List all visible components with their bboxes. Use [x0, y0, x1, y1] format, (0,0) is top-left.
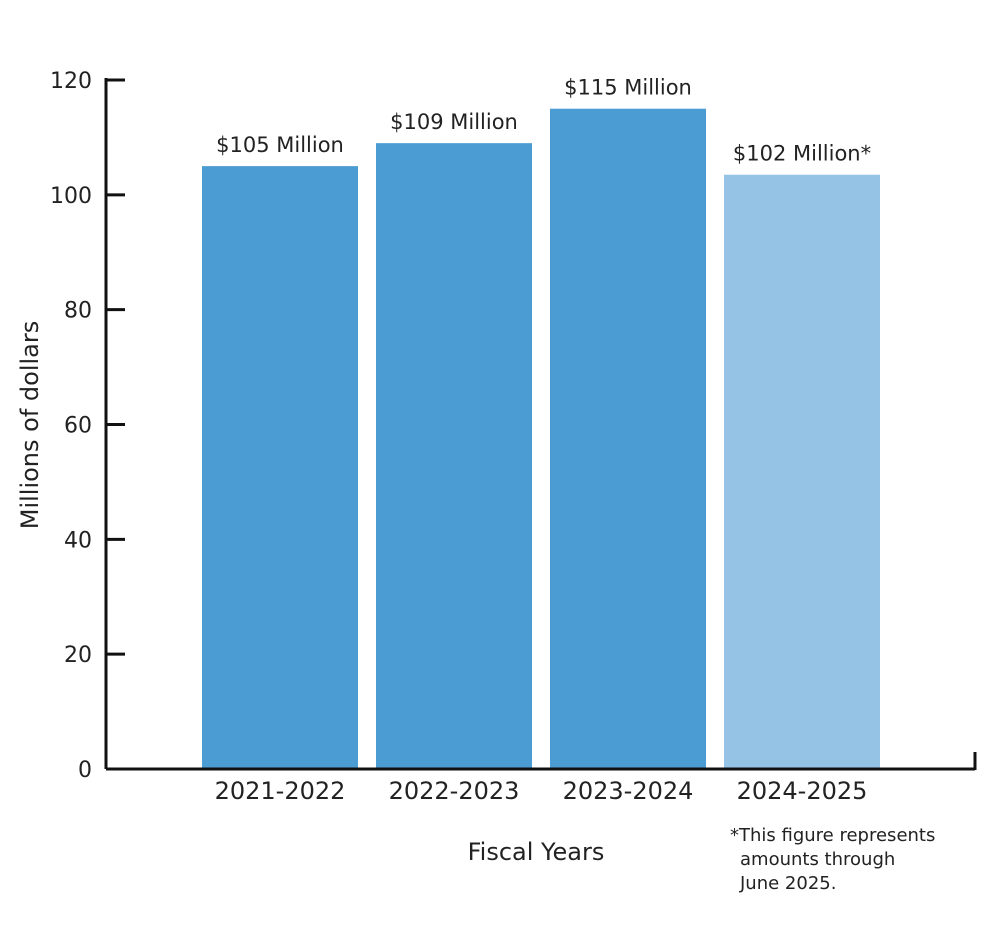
- y-tick-label: 120: [50, 69, 92, 94]
- bar-data-label: $109 Million: [390, 110, 518, 134]
- y-tick-label: 0: [78, 758, 92, 783]
- bar: [550, 108, 706, 770]
- bar-data-label: $105 Million: [216, 133, 344, 157]
- x-tick-label: 2021-2022: [215, 777, 346, 805]
- y-axis-label: Millions of dollars: [16, 321, 44, 530]
- x-tick-label: 2023-2024: [563, 777, 694, 805]
- x-tick-labels-group: 2021-2022 2022-2023 2023-2024 2024-2025: [215, 777, 868, 805]
- bar: [724, 174, 880, 770]
- bar-data-label: $102 Million*: [733, 142, 871, 166]
- y-tick-label: 60: [64, 414, 92, 439]
- x-tick-label: 2024-2025: [737, 777, 868, 805]
- y-tick-label: 100: [50, 184, 92, 209]
- footnote: *This figure represents amounts through …: [730, 824, 980, 896]
- y-tick-label: 80: [64, 299, 92, 324]
- x-axis-label: Fiscal Years: [468, 838, 605, 866]
- bar: [376, 143, 532, 770]
- bars-group: [202, 108, 880, 770]
- y-tick-label: 20: [64, 643, 92, 668]
- footnote-line-3: June 2025.: [740, 873, 837, 894]
- bar-data-label: $115 Million: [564, 76, 692, 100]
- data-labels-group: $105 Million $109 Million $115 Million $102…: [216, 76, 871, 166]
- bar: [202, 166, 358, 769]
- x-tick-label: 2022-2023: [389, 777, 520, 805]
- y-tick-label: 40: [64, 528, 92, 553]
- y-ticks-group: 0 20 40 60 80 100 120: [50, 69, 125, 783]
- footnote-line-2: amounts through: [740, 849, 896, 870]
- footnote-line-1: *This figure represents: [730, 825, 936, 846]
